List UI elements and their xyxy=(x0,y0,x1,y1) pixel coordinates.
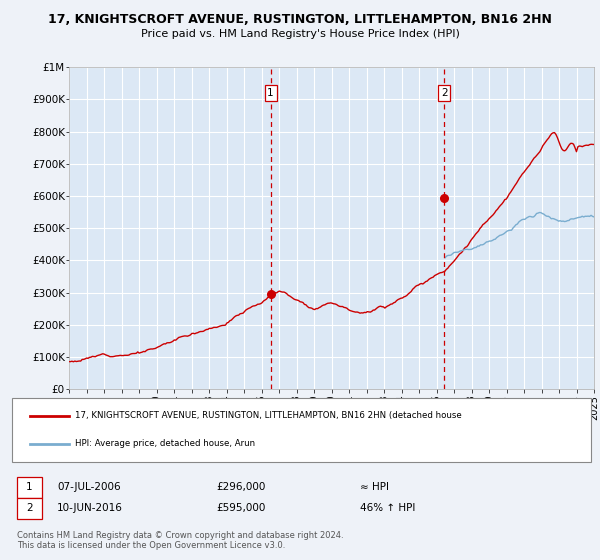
Text: ≈ HPI: ≈ HPI xyxy=(360,482,389,492)
Text: £595,000: £595,000 xyxy=(216,503,265,514)
Text: 07-JUL-2006: 07-JUL-2006 xyxy=(57,482,121,492)
Text: £296,000: £296,000 xyxy=(216,482,265,492)
Text: 1: 1 xyxy=(267,88,274,98)
Text: 2: 2 xyxy=(26,503,33,514)
Text: 46% ↑ HPI: 46% ↑ HPI xyxy=(360,503,415,514)
Text: HPI: Average price, detached house, Arun: HPI: Average price, detached house, Arun xyxy=(75,440,255,449)
Text: Contains HM Land Registry data © Crown copyright and database right 2024.
This d: Contains HM Land Registry data © Crown c… xyxy=(17,531,343,550)
Text: 17, KNIGHTSCROFT AVENUE, RUSTINGTON, LITTLEHAMPTON, BN16 2HN (detached house: 17, KNIGHTSCROFT AVENUE, RUSTINGTON, LIT… xyxy=(75,411,462,420)
Text: 2: 2 xyxy=(441,88,448,98)
Text: 10-JUN-2016: 10-JUN-2016 xyxy=(57,503,123,514)
Text: 1: 1 xyxy=(26,482,33,492)
Text: 17, KNIGHTSCROFT AVENUE, RUSTINGTON, LITTLEHAMPTON, BN16 2HN: 17, KNIGHTSCROFT AVENUE, RUSTINGTON, LIT… xyxy=(48,13,552,26)
Text: Price paid vs. HM Land Registry's House Price Index (HPI): Price paid vs. HM Land Registry's House … xyxy=(140,29,460,39)
